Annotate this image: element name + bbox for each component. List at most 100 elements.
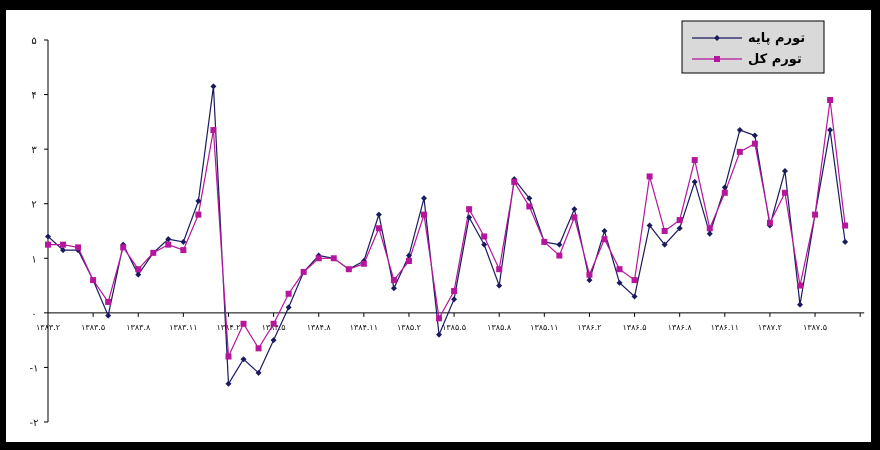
legend-label-core: تورم پایه [748, 31, 805, 46]
data-point-core [751, 132, 758, 139]
data-point-total [571, 214, 578, 221]
data-point-total [797, 282, 803, 289]
data-point-total [255, 345, 262, 352]
series-lines [47, 86, 846, 386]
data-point-core [60, 247, 67, 254]
x-tick-label: ۱۳۸۶.۵ [623, 323, 647, 332]
y-tick-label: ۲ [31, 200, 36, 211]
data-point-total [315, 255, 322, 262]
data-point-core [631, 293, 638, 300]
x-tick-label: ۱۳۸۶.۱۱ [711, 323, 739, 332]
data-point-total [345, 266, 352, 273]
series-markers [45, 83, 849, 387]
data-point-total [60, 241, 67, 248]
data-point-core [676, 225, 683, 232]
data-point-total [766, 219, 773, 226]
data-point-core [240, 356, 247, 363]
data-point-total [240, 320, 247, 327]
data-point-total [812, 211, 819, 218]
x-tick-label: ۱۳۸۵.۸ [487, 323, 512, 332]
data-point-total [436, 315, 443, 322]
y-tick-label: -۲ [30, 418, 39, 429]
data-point-total [676, 217, 683, 224]
data-point-total [691, 157, 698, 164]
data-point-total [466, 206, 473, 213]
data-point-core [526, 195, 533, 202]
data-point-total [135, 266, 142, 273]
x-tick-label: ۱۳۸۶.۲ [577, 323, 601, 332]
y-tick-labels: -۲ -۱ ۰ ۱ ۲ ۳ ۴ ۵ [30, 36, 39, 429]
data-point-total [616, 266, 623, 273]
data-point-total [827, 97, 834, 104]
data-point-core [436, 331, 443, 338]
series-line-0 [47, 86, 846, 386]
data-point-core [571, 206, 578, 213]
data-point-total [661, 228, 668, 234]
line-chart: -۲ -۱ ۰ ۱ ۲ ۳ ۴ ۵ ۱۳۸۳.۲ ۱۳۸۳.۵ ۱۳۸۳.۸ ۱۳۸۳.۱۱ ۱۳۸۴… [30, 20, 865, 429]
data-point-core [135, 271, 142, 278]
legend-label-total: تورم کل [748, 52, 802, 67]
data-point-total [706, 225, 713, 232]
legend-marker-total [714, 56, 720, 62]
data-point-total [721, 189, 728, 196]
data-point-core [225, 380, 232, 387]
data-point-total [556, 252, 563, 259]
data-point-total [165, 241, 172, 248]
x-tick-label: ۱۳۸۵.۲ [397, 323, 421, 332]
data-point-total [421, 211, 427, 218]
axes [44, 39, 865, 423]
data-point-core [661, 241, 668, 248]
data-point-total [270, 320, 277, 327]
data-point-total [300, 268, 307, 275]
x-tick-label: ۱۳۸۷.۲ [758, 323, 782, 332]
x-tick-label: ۱۳۸۶.۸ [668, 323, 693, 332]
data-point-total [781, 189, 788, 196]
data-point-core [451, 296, 458, 303]
legend-box [681, 20, 825, 74]
x-tick-label: ۱۳۸۳.۱۱ [169, 323, 197, 332]
data-point-total [210, 127, 217, 134]
data-point-total [120, 244, 127, 251]
data-point-total [646, 173, 653, 180]
data-point-total [105, 298, 112, 305]
data-point-core [736, 127, 743, 134]
data-point-core [285, 304, 292, 311]
data-point-total [496, 266, 503, 273]
data-point-core [210, 83, 217, 90]
data-point-total [225, 353, 232, 360]
y-tick-label: -۱ [30, 363, 39, 374]
legend: تورم پایه تورم کل [681, 20, 825, 74]
data-point-core [496, 282, 503, 289]
data-point-total [180, 247, 187, 254]
data-point-core [601, 228, 608, 234]
x-tick-label: ۱۳۸۳.۵ [81, 323, 105, 332]
x-tick-label: ۱۳۸۴.۸ [307, 323, 332, 332]
data-point-core [165, 236, 172, 243]
data-point-total [586, 271, 593, 278]
data-point-total [390, 277, 397, 284]
data-point-core [721, 184, 728, 191]
data-point-total [45, 241, 51, 248]
data-point-core [797, 301, 803, 308]
data-point-core [556, 241, 563, 248]
legend-marker-core [714, 35, 720, 41]
data-point-total [195, 211, 202, 218]
data-point-core [781, 167, 788, 174]
data-point-core [45, 233, 51, 240]
data-point-total [511, 178, 518, 185]
plot-area: -۲ -۱ ۰ ۱ ۲ ۳ ۴ ۵ ۱۳۸۳.۲ ۱۳۸۳.۵ ۱۳۸۳.۸ ۱۳۸۳.۱۱ ۱۳۸۴… [6, 10, 871, 442]
x-tick-label: ۱۳۸۵.۵ [442, 323, 466, 332]
data-point-core [616, 279, 623, 286]
data-point-core [390, 285, 397, 292]
data-point-core [706, 230, 713, 237]
data-point-core [842, 238, 849, 245]
x-tick-label: ۱۳۸۴.۵ [262, 323, 286, 332]
data-point-total [150, 249, 157, 256]
x-tick-label: ۱۳۸۴.۱۱ [350, 323, 378, 332]
data-point-total [90, 277, 97, 284]
data-point-core [827, 127, 834, 134]
data-point-total [481, 233, 488, 240]
data-point-total [451, 288, 458, 295]
data-point-core [270, 337, 277, 344]
data-point-total [405, 258, 412, 265]
